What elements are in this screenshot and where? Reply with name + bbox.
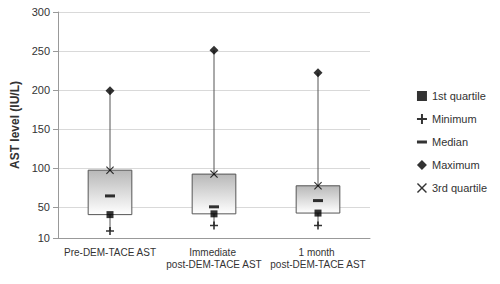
svg-text:Minimum: Minimum bbox=[432, 113, 477, 125]
svg-text:Pre-DEM-TACE AST: Pre-DEM-TACE AST bbox=[64, 247, 156, 258]
svg-text:1 month: 1 month bbox=[299, 247, 338, 258]
svg-text:200: 200 bbox=[32, 84, 50, 96]
svg-text:post-DEM-TACE AST: post-DEM-TACE AST bbox=[270, 259, 365, 270]
svg-text:3rd quartile: 3rd quartile bbox=[432, 182, 487, 194]
svg-text:Median: Median bbox=[432, 136, 468, 148]
svg-text:50: 50 bbox=[38, 201, 50, 213]
svg-text:250: 250 bbox=[32, 45, 50, 57]
svg-text:post-DEM-TACE AST: post-DEM-TACE AST bbox=[166, 259, 261, 270]
svg-text:150: 150 bbox=[32, 123, 50, 135]
svg-text:Immediate: Immediate bbox=[189, 247, 238, 258]
svg-text:AST level (IU/L): AST level (IU/L) bbox=[8, 81, 22, 169]
svg-text:1st quartile: 1st quartile bbox=[432, 90, 486, 102]
svg-text:300: 300 bbox=[32, 6, 50, 18]
svg-text:Maximum: Maximum bbox=[432, 159, 480, 171]
svg-text:10: 10 bbox=[38, 232, 50, 244]
svg-text:100: 100 bbox=[32, 162, 50, 174]
